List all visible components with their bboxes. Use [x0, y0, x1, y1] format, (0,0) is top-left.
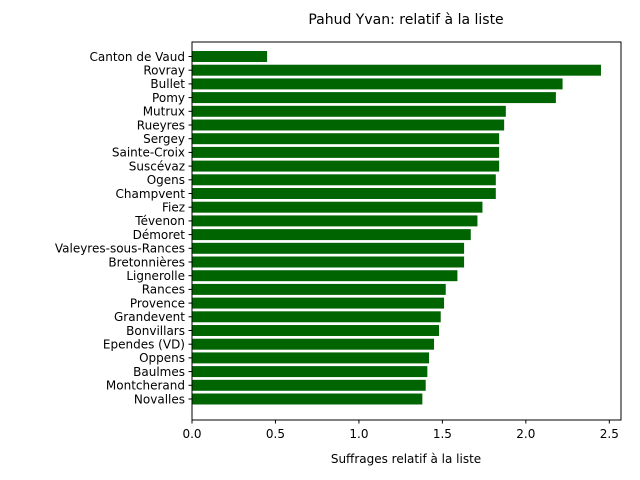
bar [192, 188, 496, 199]
bar [192, 105, 506, 117]
x-tick-label: 1.5 [433, 427, 452, 441]
bar [192, 256, 465, 268]
bar [192, 64, 601, 76]
y-tick-label: Canton de Vaud [90, 50, 185, 64]
x-axis-ticks: 0.0 0.5 1.0 1.5 2.0 2.5 [182, 420, 619, 441]
y-tick-label: Pomy [152, 91, 185, 105]
bar [192, 283, 446, 295]
chart-title: Pahud Yvan: relatif à la liste [308, 12, 503, 28]
bar [192, 242, 465, 254]
bar [192, 338, 435, 350]
y-tick-label: Sergey [143, 132, 185, 146]
y-tick-label: Sainte-Croix [112, 146, 185, 160]
y-tick-label: Tévenon [134, 214, 185, 228]
bar [192, 160, 500, 172]
y-tick-label: Novalles [134, 392, 185, 406]
y-tick-label: Rueyres [137, 118, 185, 132]
bar [192, 146, 500, 158]
y-tick-label: Bonvillars [126, 324, 185, 338]
y-tick-label: Ogens [147, 173, 185, 187]
bar [192, 133, 500, 145]
y-tick-label: Ependes (VD) [103, 338, 185, 352]
y-tick-label: Bretonnières [108, 255, 185, 269]
y-tick-label: Grandevent [114, 310, 185, 324]
y-tick-label: Rovray [143, 64, 185, 78]
bar [192, 51, 268, 62]
y-tick-labels: Canton de VaudRovrayBulletPomyMutruxRuey… [55, 50, 192, 406]
x-tick-label: 0.5 [266, 427, 285, 441]
bar [192, 119, 505, 131]
bar [192, 393, 423, 405]
y-tick-label: Rances [142, 283, 185, 297]
bar [192, 311, 441, 323]
x-tick-label: 1.0 [349, 427, 368, 441]
x-axis-label: Suffrages relatif à la liste [331, 452, 481, 466]
bar [192, 78, 563, 90]
bar [192, 270, 458, 282]
bar [192, 201, 483, 213]
x-tick-label: 0.0 [182, 427, 201, 441]
y-tick-label: Bullet [150, 77, 185, 91]
y-tick-label: Mutrux [143, 105, 185, 119]
bar [192, 379, 426, 391]
bar [192, 352, 430, 364]
y-tick-label: Suscévaz [129, 159, 185, 173]
bar [192, 92, 556, 104]
y-tick-label: Oppens [139, 351, 185, 365]
y-tick-label: Provence [130, 296, 185, 310]
bar [192, 229, 471, 241]
bars-layer [192, 51, 601, 405]
y-tick-label: Baulmes [133, 365, 185, 379]
bar [192, 215, 478, 227]
y-tick-label: Champvent [116, 187, 186, 201]
bar [192, 325, 440, 336]
y-tick-label: Lignerolle [126, 269, 185, 283]
x-tick-label: 2.5 [600, 427, 619, 441]
bar [192, 297, 445, 309]
x-tick-label: 2.0 [516, 427, 535, 441]
bar [192, 174, 496, 186]
y-tick-label: Fiez [162, 201, 185, 215]
plot-frame [191, 41, 622, 421]
bar [192, 366, 428, 378]
y-tick-label: Valeyres-sous-Rances [55, 242, 185, 256]
y-tick-label: Montcherand [106, 379, 185, 393]
y-tick-label: Démoret [133, 228, 186, 242]
